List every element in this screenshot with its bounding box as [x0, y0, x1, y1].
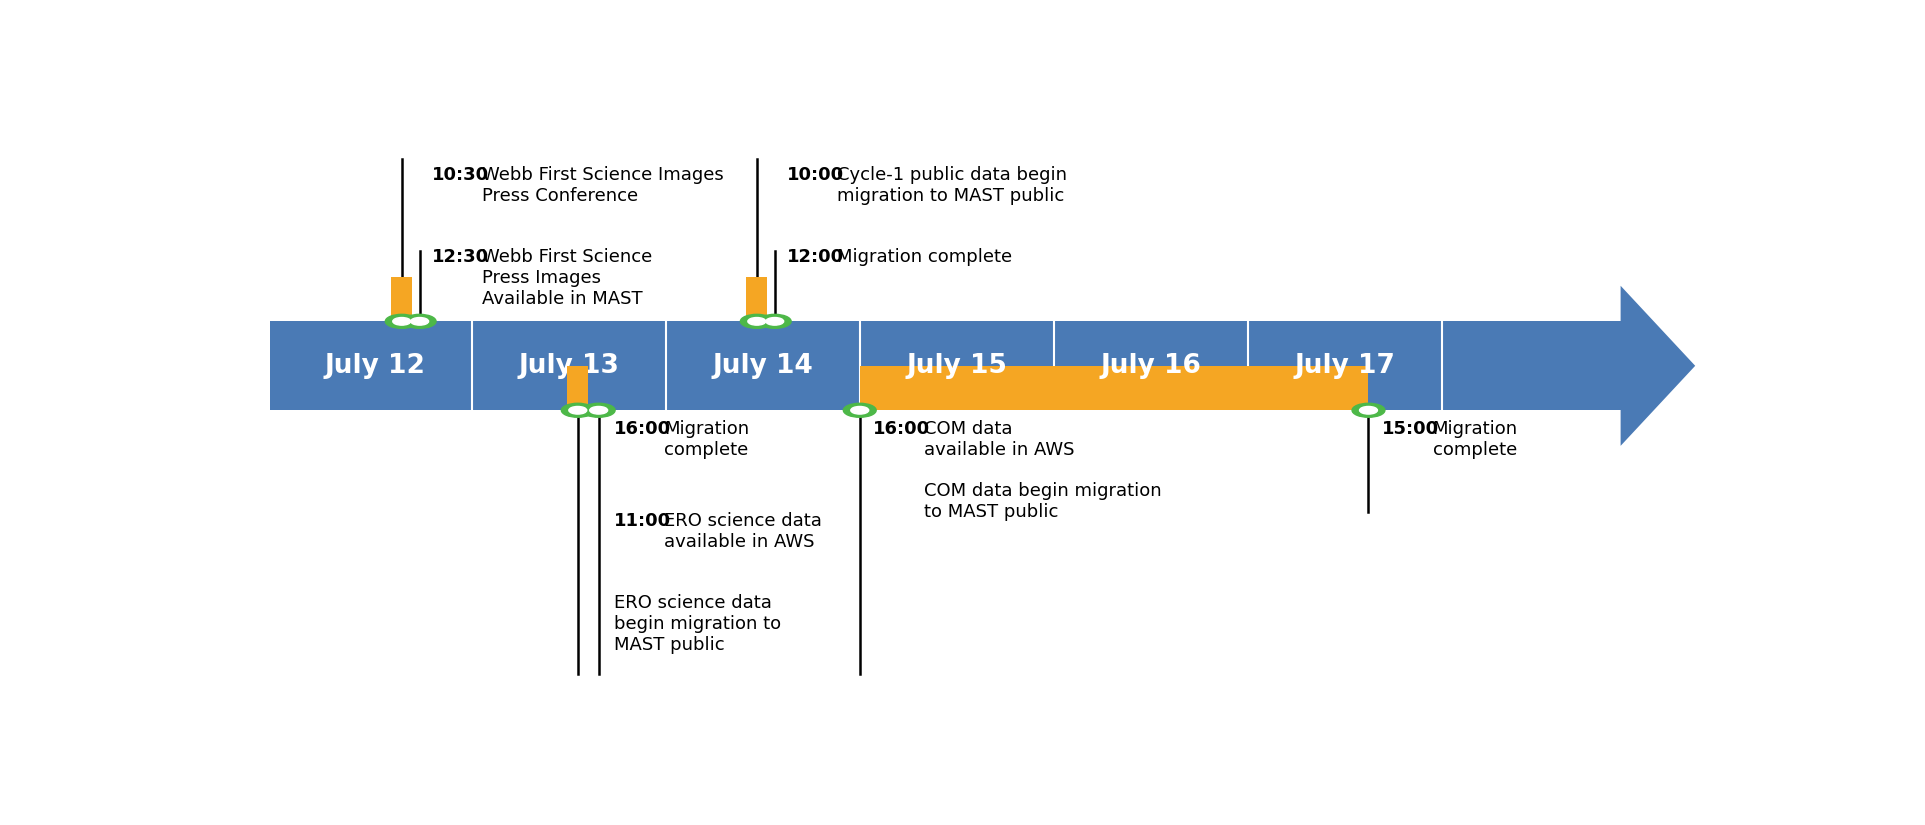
Circle shape — [562, 403, 595, 417]
Polygon shape — [1621, 285, 1696, 446]
FancyBboxPatch shape — [747, 277, 768, 321]
Text: Cycle-1 public data begin
migration to MAST public: Cycle-1 public data begin migration to M… — [837, 166, 1066, 205]
Circle shape — [581, 403, 616, 417]
Text: 11:00: 11:00 — [614, 512, 670, 530]
Text: 15:00: 15:00 — [1382, 420, 1440, 438]
Text: ERO science data
begin migration to
MAST public: ERO science data begin migration to MAST… — [614, 595, 782, 654]
Circle shape — [766, 318, 783, 325]
Circle shape — [843, 403, 876, 417]
Text: July 16: July 16 — [1101, 353, 1201, 379]
Text: COM data
available in AWS

COM data begin migration
to MAST public: COM data available in AWS COM data begin… — [924, 420, 1161, 521]
FancyBboxPatch shape — [391, 277, 412, 321]
Circle shape — [385, 314, 418, 328]
Circle shape — [758, 314, 791, 328]
Text: Webb First Science
Press Images
Available in MAST: Webb First Science Press Images Availabl… — [483, 248, 653, 308]
Text: July 12: July 12 — [325, 353, 425, 379]
Circle shape — [851, 407, 868, 414]
Circle shape — [410, 318, 429, 325]
Text: 10:30: 10:30 — [431, 166, 489, 184]
Text: ERO science data
available in AWS: ERO science data available in AWS — [664, 512, 822, 551]
Text: July 15: July 15 — [907, 353, 1007, 379]
Text: July 17: July 17 — [1294, 353, 1396, 379]
Text: Migration complete: Migration complete — [837, 248, 1013, 266]
Text: 16:00: 16:00 — [874, 420, 930, 438]
Text: 16:00: 16:00 — [614, 420, 670, 438]
Circle shape — [570, 407, 587, 414]
Text: Webb First Science Images
Press Conference: Webb First Science Images Press Conferen… — [483, 166, 724, 205]
Circle shape — [747, 318, 766, 325]
Circle shape — [402, 314, 437, 328]
Text: 10:00: 10:00 — [787, 166, 843, 184]
Text: July 13: July 13 — [518, 353, 620, 379]
FancyBboxPatch shape — [270, 321, 1621, 410]
Circle shape — [1351, 403, 1384, 417]
Circle shape — [393, 318, 410, 325]
Text: 12:00: 12:00 — [787, 248, 843, 266]
Text: Migration
complete: Migration complete — [1432, 420, 1517, 459]
Circle shape — [741, 314, 774, 328]
FancyBboxPatch shape — [860, 365, 1369, 410]
FancyBboxPatch shape — [568, 365, 589, 410]
Circle shape — [589, 407, 608, 414]
Text: 12:30: 12:30 — [431, 248, 489, 266]
Circle shape — [1359, 407, 1378, 414]
Text: Migration
complete: Migration complete — [664, 420, 749, 459]
Text: July 14: July 14 — [712, 353, 812, 379]
